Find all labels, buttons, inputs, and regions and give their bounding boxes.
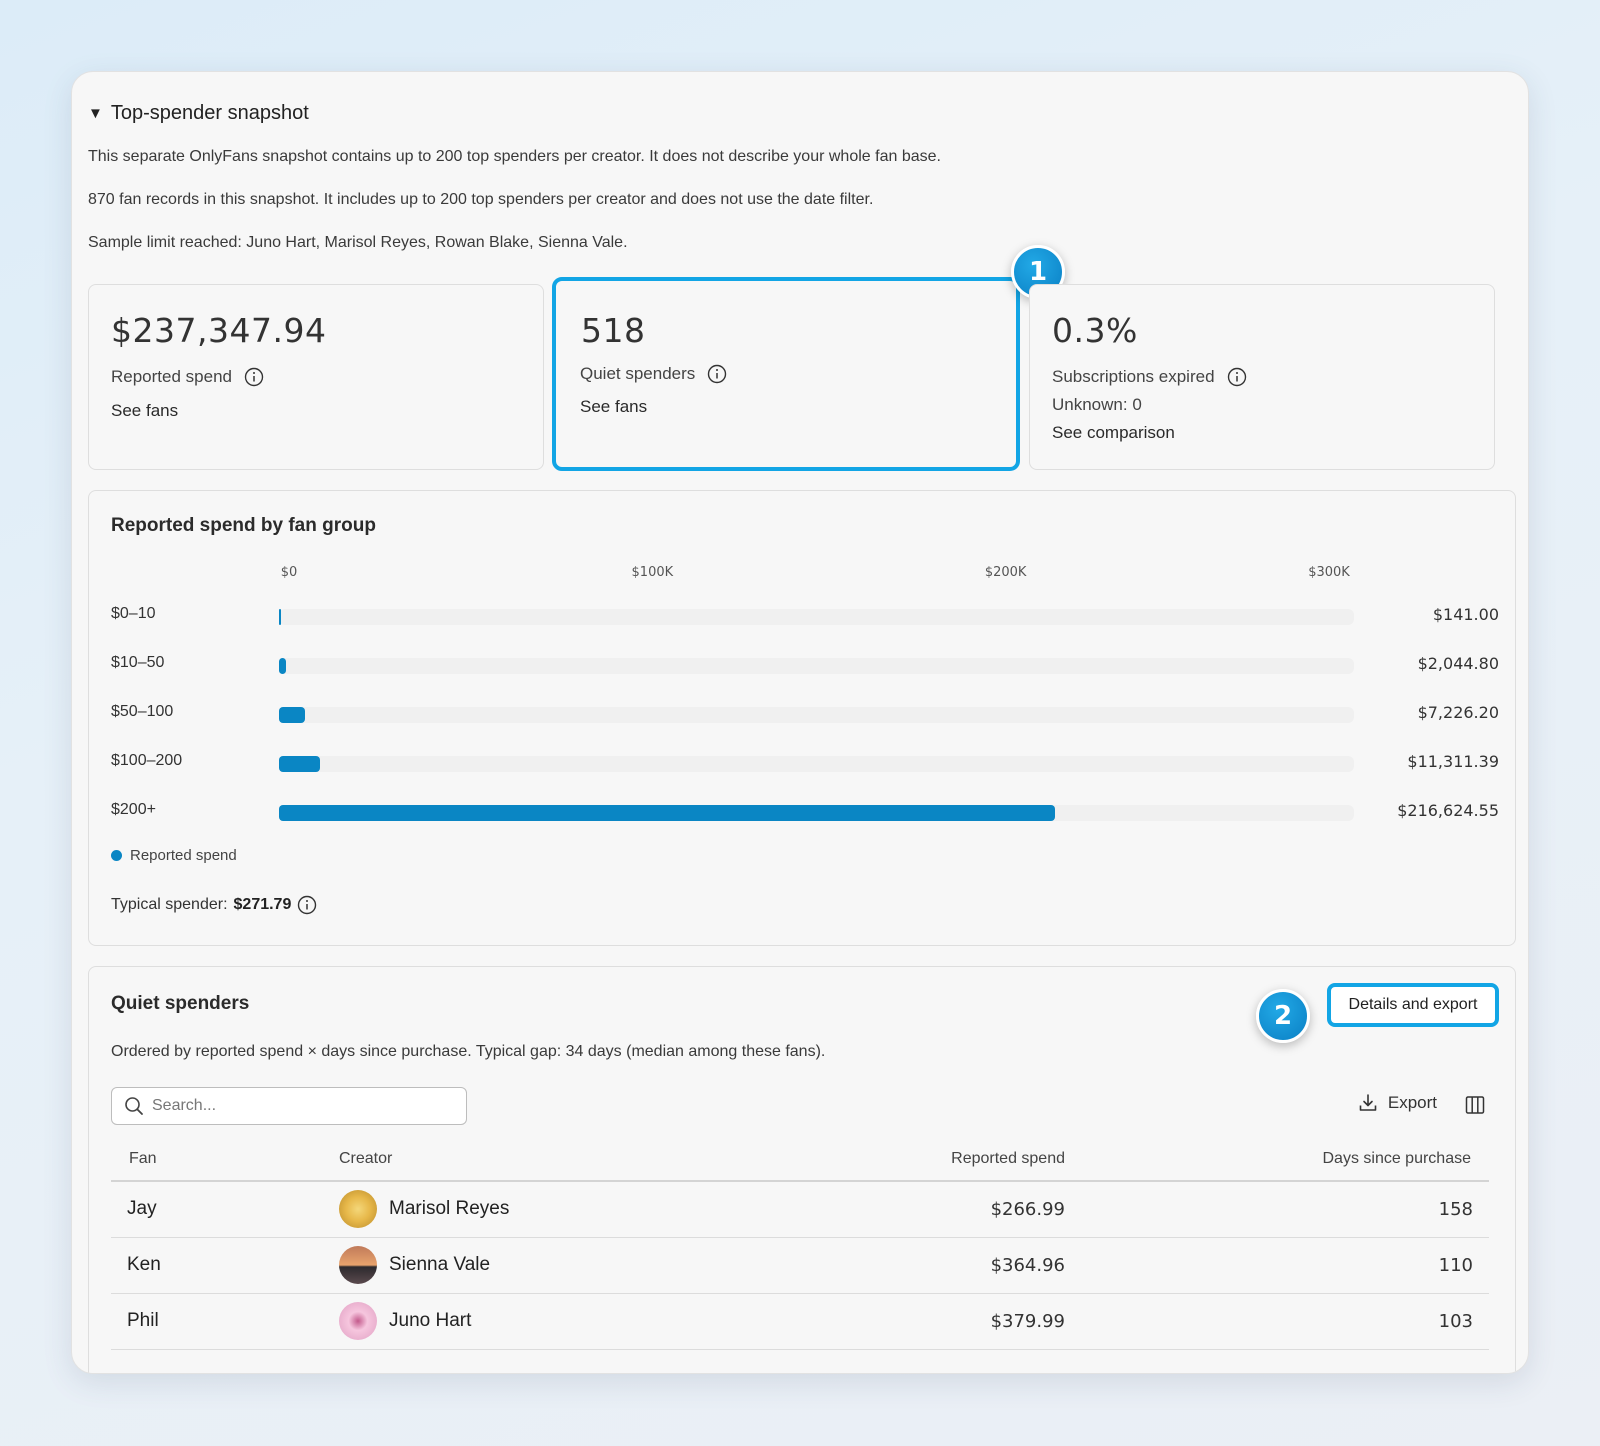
- creator-name: Marisol Reyes: [389, 1198, 510, 1220]
- bar[interactable]: [279, 658, 287, 674]
- info-icon[interactable]: [297, 895, 317, 915]
- snapshot-record-count: 870 fan records in this snapshot. It inc…: [88, 191, 874, 208]
- quiet-spenders-value: 518: [581, 311, 646, 350]
- column-header-fan[interactable]: Fan: [111, 1137, 339, 1182]
- columns-icon[interactable]: [1465, 1095, 1485, 1115]
- bar[interactable]: [279, 805, 1056, 821]
- fan-name: Phil: [111, 1293, 339, 1350]
- x-axis-tick: $100K: [631, 565, 674, 580]
- bar[interactable]: [279, 609, 281, 625]
- quiet-spenders-title: Quiet spenders: [111, 993, 250, 1014]
- see-comparison-link[interactable]: See comparison: [1052, 423, 1175, 442]
- snapshot-title: Top-spender snapshot: [110, 102, 309, 124]
- bar-value-label: $7,226.20: [1417, 703, 1499, 722]
- bar[interactable]: [279, 707, 305, 723]
- quiet-spenders-label: Quiet spenders: [580, 364, 696, 383]
- days-since-purchase-cell: 110: [1065, 1237, 1489, 1294]
- collapse-triangle-icon: ▼: [88, 105, 103, 122]
- bar-value-label: $216,624.55: [1397, 801, 1499, 820]
- column-header-creator[interactable]: Creator: [339, 1137, 789, 1182]
- search-input[interactable]: [152, 1097, 452, 1115]
- info-icon[interactable]: [244, 367, 264, 387]
- bar-track: [279, 658, 1354, 674]
- days-since-purchase-cell: 103: [1065, 1293, 1489, 1350]
- reported-spend-value: $237,347.94: [111, 311, 327, 350]
- snapshot-toggle[interactable]: ▼ Top-spender snapshot: [88, 102, 309, 125]
- table-row[interactable]: Ken Sienna Vale $364.96 110: [111, 1237, 1489, 1294]
- column-header-days-since-purchase[interactable]: Days since purchase: [1065, 1137, 1489, 1182]
- table-row[interactable]: Jay Marisol Reyes $266.99 158: [111, 1181, 1489, 1238]
- fan-name: Ken: [111, 1237, 339, 1294]
- chart-title: Reported spend by fan group: [111, 515, 376, 536]
- category-label: $0–10: [111, 605, 156, 622]
- creator-avatar: [339, 1302, 377, 1340]
- subscriptions-expired-value: 0.3%: [1052, 311, 1138, 350]
- category-label: $10–50: [111, 654, 165, 671]
- reported-spend-cell: $364.96: [789, 1237, 1065, 1294]
- chart-legend: Reported spend: [111, 847, 237, 864]
- reported-spend-card: $237,347.94 Reported spend See fans: [88, 284, 544, 470]
- typical-spender-value: $271.79: [233, 896, 292, 913]
- info-icon[interactable]: [1227, 367, 1247, 387]
- column-header-reported-spend[interactable]: Reported spend: [789, 1137, 1065, 1182]
- reported-spend-label: Reported spend: [111, 367, 232, 386]
- days-since-purchase-cell: 158: [1065, 1181, 1489, 1238]
- step-badge-2: 2: [1256, 989, 1310, 1043]
- subscriptions-expired-card: 0.3% Subscriptions expired Unknown: 0 Se…: [1029, 284, 1495, 470]
- quiet-spenders-panel: Quiet spenders Details and export Ordere…: [88, 966, 1516, 1373]
- x-axis-tick: $200K: [984, 565, 1027, 580]
- typical-spender-label: Typical spender:: [111, 896, 228, 913]
- bar-value-label: $141.00: [1432, 605, 1499, 624]
- search-icon: [125, 1097, 143, 1115]
- export-label: Export: [1387, 1093, 1437, 1112]
- category-label: $100–200: [111, 752, 183, 769]
- creator-avatar: [339, 1246, 377, 1284]
- fan-name: Jay: [111, 1181, 339, 1238]
- download-icon: [1359, 1094, 1377, 1111]
- sample-limit-note: Sample limit reached: Juno Hart, Marisol…: [88, 234, 628, 251]
- category-label: $200+: [111, 801, 156, 818]
- category-label: $50–100: [111, 703, 174, 720]
- reported-spend-cell: $266.99: [789, 1181, 1065, 1238]
- details-and-export-button[interactable]: Details and export: [1327, 983, 1499, 1027]
- x-axis-tick: $300K: [1308, 565, 1350, 580]
- spend-by-group-panel: Reported spend by fan group $0 $100K $200K…: [88, 490, 1516, 946]
- creator-name: Sienna Vale: [389, 1254, 491, 1275]
- search-field[interactable]: [111, 1087, 467, 1125]
- quiet-spenders-table: Fan Creator Reported spend Days since pu…: [111, 1137, 1489, 1350]
- export-button[interactable]: Export: [1358, 1093, 1437, 1113]
- bar-track: [279, 609, 1354, 625]
- typical-spender: Typical spender: $271.79: [111, 895, 317, 915]
- unknown-count: Unknown: 0: [1052, 395, 1142, 414]
- snapshot-window: ▼ Top-spender snapshot This separate Onl…: [71, 71, 1529, 1374]
- bar-track: [279, 756, 1354, 772]
- bar-track: [279, 707, 1354, 723]
- table-row[interactable]: Phil Juno Hart $379.99 103: [111, 1293, 1489, 1350]
- subscriptions-expired-label: Subscriptions expired: [1052, 367, 1215, 386]
- bar[interactable]: [279, 756, 320, 772]
- creator-avatar: [339, 1190, 377, 1229]
- bar-value-label: $2,044.80: [1417, 654, 1499, 673]
- legend-label: Reported spend: [130, 847, 237, 864]
- reported-spend-cell: $379.99: [789, 1293, 1065, 1350]
- bar-value-label: $11,311.39: [1407, 752, 1499, 771]
- x-axis-tick: $0: [280, 565, 298, 580]
- see-fans-link[interactable]: See fans: [111, 401, 179, 420]
- creator-name: Juno Hart: [389, 1310, 472, 1331]
- see-fans-link[interactable]: See fans: [580, 397, 648, 416]
- quiet-spenders-card[interactable]: 518 Quiet spenders See fans: [552, 277, 1020, 471]
- table-header-row: Fan Creator Reported spend Days since pu…: [111, 1137, 1489, 1182]
- snapshot-description: This separate OnlyFans snapshot contains…: [88, 148, 941, 165]
- quiet-spenders-description: Ordered by reported spend × days since p…: [111, 1043, 826, 1060]
- info-icon[interactable]: [707, 364, 727, 384]
- legend-swatch: [111, 850, 122, 861]
